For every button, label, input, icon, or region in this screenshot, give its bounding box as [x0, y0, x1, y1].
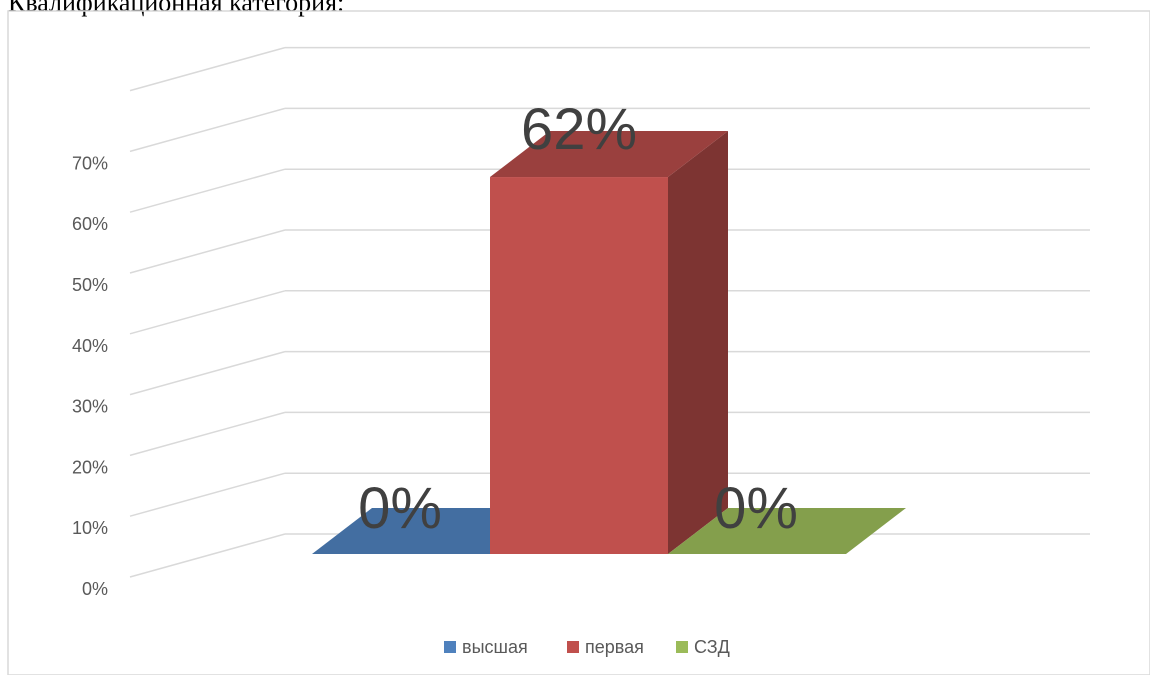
bar-side-face	[668, 131, 728, 555]
data-label: 0%	[358, 476, 442, 541]
chart-area-border	[7, 10, 1150, 675]
y-tick-label: 40%	[72, 336, 108, 356]
legend-swatch	[444, 641, 456, 653]
y-tick-label: 30%	[72, 397, 108, 417]
bar-первая	[490, 131, 728, 555]
legend: высшая первая СЗД	[444, 637, 730, 657]
gridline-side	[129, 229, 286, 274]
y-tick-label: 0%	[82, 579, 108, 599]
y-tick-label: 60%	[72, 214, 108, 234]
gridline-side	[129, 350, 286, 396]
gridline-side	[129, 411, 286, 457]
chart-caption: Квалификационная категория:	[8, 0, 345, 17]
legend-label: СЗД	[694, 637, 730, 657]
y-tick-label: 10%	[72, 518, 108, 538]
y-tick-label: 50%	[72, 275, 108, 295]
data-label: 0%	[714, 476, 798, 541]
y-tick-label: 20%	[72, 457, 108, 477]
bar-front-face	[490, 177, 668, 555]
bar-СЗД	[668, 508, 906, 554]
data-label: 62%	[521, 97, 637, 162]
gridline-side	[129, 107, 286, 153]
legend-swatch	[676, 641, 688, 653]
y-axis-ticks: 0% 10% 20% 30% 40% 50% 60% 70%	[72, 153, 108, 599]
gridline-side	[129, 46, 286, 92]
gridline-side	[129, 168, 286, 213]
legend-label: первая	[585, 637, 644, 657]
gridline-side	[129, 472, 286, 517]
gridline-side	[129, 290, 286, 335]
bars	[312, 131, 906, 555]
legend-label: высшая	[462, 637, 528, 657]
data-labels: 0% 62% 0%	[358, 97, 798, 541]
legend-swatch	[567, 641, 579, 653]
bar-top-face	[490, 131, 728, 178]
gridline-side	[129, 533, 286, 578]
bar-flat-face	[668, 508, 906, 554]
y-tick-label: 70%	[72, 153, 108, 173]
